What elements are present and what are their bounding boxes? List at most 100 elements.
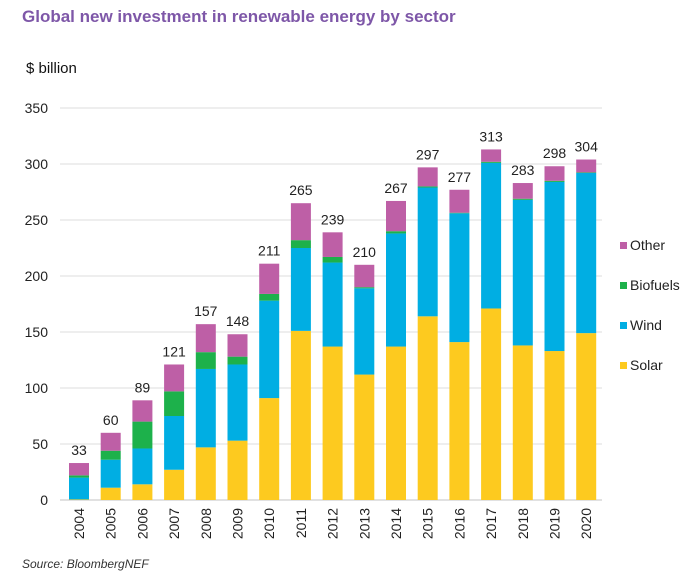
total-label: 89	[135, 379, 151, 395]
bar-biofuels-2004	[69, 475, 89, 478]
bar-biofuels-2018	[512, 198, 533, 200]
bar-other-2020	[576, 159, 597, 173]
bar-other-2010	[259, 263, 280, 294]
total-label: 211	[258, 243, 281, 259]
total-label: 313	[479, 128, 503, 144]
bar-wind-2014	[386, 233, 406, 347]
y-tick-label: 50	[32, 436, 48, 452]
x-tick-label: 2018	[515, 508, 531, 539]
total-label: 277	[448, 169, 472, 185]
bar-other-2019	[544, 166, 565, 181]
bar-group-2010: 211	[258, 243, 281, 500]
bar-group-2017: 313	[479, 128, 503, 500]
bar-biofuels-2019	[544, 180, 565, 182]
total-label: 297	[416, 146, 440, 162]
total-label: 210	[353, 244, 377, 260]
bar-solar-2005	[100, 487, 121, 500]
total-label: 267	[384, 180, 408, 196]
bar-group-2015: 297	[416, 146, 440, 500]
legend-label: Other	[630, 237, 665, 253]
bar-wind-2009	[227, 364, 248, 441]
y-tick-label: 250	[25, 212, 49, 228]
bar-wind-2007	[164, 416, 185, 470]
x-tick-label: 2015	[420, 508, 436, 539]
x-tick-label: 2017	[483, 508, 499, 539]
bar-group-2011: 265	[289, 182, 313, 500]
bar-group-2019: 298	[543, 145, 567, 500]
legend-label: Biofuels	[630, 277, 680, 293]
bar-other-2015	[417, 167, 438, 187]
total-label: 298	[543, 145, 567, 161]
bar-biofuels-2005	[100, 450, 121, 460]
bar-solar-2018	[512, 345, 533, 500]
bar-wind-2012	[322, 262, 343, 347]
bar-wind-2020	[576, 172, 597, 334]
total-label: 33	[71, 442, 87, 458]
x-tick-label: 2009	[230, 508, 246, 539]
bar-biofuels-2016	[449, 212, 470, 214]
total-label: 121	[162, 343, 186, 359]
bar-solar-2014	[386, 346, 406, 500]
legend-item-wind: Wind	[620, 317, 662, 333]
bar-wind-2015	[417, 187, 438, 317]
bar-biofuels-2007	[164, 391, 185, 416]
bar-wind-2008	[195, 368, 216, 448]
bar-biofuels-2013	[354, 287, 375, 289]
x-tick-label: 2014	[388, 508, 404, 539]
bar-wind-2019	[544, 181, 565, 352]
bar-wind-2017	[481, 162, 502, 309]
bar-solar-2012	[322, 346, 343, 500]
bar-solar-2010	[259, 398, 280, 500]
x-tick-label: 2020	[578, 508, 594, 539]
legend-swatch	[620, 242, 627, 249]
bar-biofuels-2008	[195, 352, 216, 369]
y-tick-label: 200	[25, 268, 49, 284]
bar-group-2006: 89	[132, 379, 153, 500]
legend-item-solar: Solar	[620, 357, 663, 373]
legend-swatch	[620, 322, 627, 329]
bar-other-2009	[227, 334, 248, 357]
bar-biofuels-2012	[322, 256, 343, 263]
bar-biofuels-2017	[481, 161, 502, 163]
bar-solar-2013	[354, 374, 375, 500]
bar-solar-2004	[69, 499, 89, 500]
x-tick-label: 2016	[451, 508, 467, 539]
y-tick-label: 300	[25, 156, 49, 172]
bar-solar-2008	[195, 447, 216, 500]
bar-other-2007	[164, 364, 185, 392]
legend-swatch	[620, 362, 627, 369]
bar-group-2018: 283	[511, 162, 535, 500]
total-label: 239	[321, 211, 345, 227]
y-axis-unit: $ billion	[26, 60, 77, 77]
legend-label: Solar	[630, 357, 663, 373]
bar-solar-2011	[290, 330, 311, 500]
bar-group-2004: 33	[69, 442, 89, 500]
bar-biofuels-2014	[386, 231, 406, 234]
source-note: Source: BloombergNEF	[22, 557, 149, 571]
y-tick-label: 350	[25, 100, 49, 116]
bar-wind-2010	[259, 300, 280, 399]
bar-other-2011	[290, 203, 311, 241]
bar-biofuels-2011	[290, 240, 311, 248]
bar-wind-2016	[449, 213, 470, 343]
x-tick-label: 2013	[356, 508, 372, 539]
bar-solar-2007	[164, 469, 185, 500]
y-tick-label: 100	[25, 380, 49, 396]
bar-other-2008	[195, 324, 216, 353]
total-label: 60	[103, 412, 119, 428]
legend-swatch	[620, 282, 627, 289]
bar-other-2004	[69, 463, 89, 476]
bar-group-2005: 60	[100, 412, 121, 500]
bar-wind-2006	[132, 448, 153, 485]
x-tick-label: 2012	[325, 508, 341, 539]
x-tick-label: 2006	[134, 508, 150, 539]
x-tick-label: 2004	[71, 508, 87, 539]
legend-label: Wind	[630, 317, 662, 333]
bar-wind-2013	[354, 288, 375, 375]
bar-biofuels-2006	[132, 421, 153, 449]
bar-wind-2005	[100, 459, 121, 488]
bar-solar-2015	[417, 316, 438, 500]
bar-biofuels-2015	[417, 186, 438, 188]
bar-other-2016	[449, 189, 470, 213]
x-tick-label: 2007	[166, 508, 182, 539]
